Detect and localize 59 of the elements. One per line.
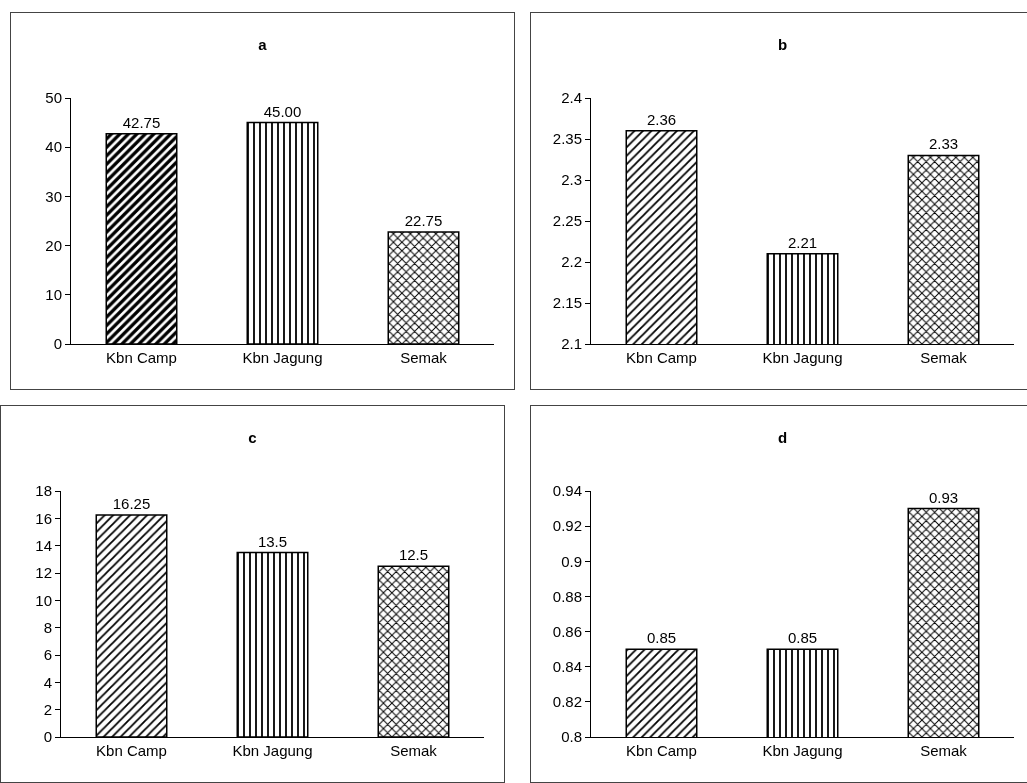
y-tick-label: 0.84 bbox=[552, 657, 582, 675]
y-tick-label: 0.88 bbox=[552, 587, 582, 605]
y-tick-label: 0.8 bbox=[561, 728, 582, 746]
y-tick-label: 12 bbox=[35, 564, 52, 582]
chart-title: a bbox=[258, 35, 268, 53]
chart-title: c bbox=[248, 428, 257, 446]
y-tick-label: 18 bbox=[35, 482, 52, 500]
data-label: 42.75 bbox=[122, 113, 161, 131]
data-label: 45.00 bbox=[263, 102, 302, 120]
y-tick-label: 0.94 bbox=[552, 482, 582, 500]
x-tick-label: Kbn Jagung bbox=[232, 742, 313, 759]
data-label: 22.75 bbox=[404, 212, 443, 230]
chart-title: d bbox=[777, 428, 788, 446]
data-label: 13.5 bbox=[257, 532, 288, 550]
y-tick-label: 0 bbox=[53, 335, 62, 353]
y-tick-label: 30 bbox=[45, 187, 62, 205]
y-tick-label: 16 bbox=[35, 509, 52, 527]
y-tick-label: 2.25 bbox=[552, 212, 582, 230]
y-tick-label: 2.2 bbox=[561, 253, 582, 271]
data-label: 0.85 bbox=[646, 629, 677, 647]
x-tick-label: Semak bbox=[920, 349, 968, 366]
x-tick-label: Kbn Jagung bbox=[762, 742, 843, 759]
data-label: 0.85 bbox=[787, 629, 818, 647]
x-tick-label: Kbn Camp bbox=[626, 349, 697, 366]
y-tick-label: 0 bbox=[43, 728, 52, 746]
y-tick-label: 10 bbox=[45, 286, 62, 304]
y-tick-label: 0.92 bbox=[552, 517, 582, 535]
x-tick-label: Semak bbox=[920, 742, 968, 759]
y-tick-label: 4 bbox=[43, 673, 52, 691]
y-tick-label: 2.4 bbox=[561, 89, 582, 107]
data-label: 2.36 bbox=[646, 110, 677, 128]
y-tick-label: 2.15 bbox=[552, 294, 582, 312]
y-tick-label: 8 bbox=[43, 618, 52, 636]
x-tick-label: Kbn Jagung bbox=[242, 349, 323, 366]
y-tick-label: 40 bbox=[45, 138, 62, 156]
x-tick-label: Kbn Camp bbox=[626, 742, 697, 759]
x-tick-label: Kbn Camp bbox=[96, 742, 167, 759]
x-tick-label: Semak bbox=[390, 742, 438, 759]
data-label: 2.33 bbox=[928, 135, 959, 153]
y-tick-label: 0.86 bbox=[552, 622, 582, 640]
y-tick-label: 0.82 bbox=[552, 693, 582, 711]
y-tick-label: 20 bbox=[45, 236, 62, 254]
y-tick-label: 2.35 bbox=[552, 130, 582, 148]
y-tick-label: 0.9 bbox=[561, 552, 582, 570]
x-tick-label: Kbn Camp bbox=[106, 349, 177, 366]
y-tick-label: 50 bbox=[45, 89, 62, 107]
data-label: 2.21 bbox=[787, 233, 818, 251]
data-label: 16.25 bbox=[112, 494, 151, 512]
y-tick-label: 2 bbox=[43, 700, 52, 718]
y-tick-label: 10 bbox=[35, 591, 52, 609]
y-tick-label: 6 bbox=[43, 646, 52, 664]
y-tick-label: 14 bbox=[35, 536, 52, 554]
y-tick-label: 2.1 bbox=[561, 335, 582, 353]
x-tick-label: Kbn Jagung bbox=[762, 349, 843, 366]
y-tick-label: 2.3 bbox=[561, 171, 582, 189]
x-tick-label: Semak bbox=[400, 349, 448, 366]
chart-title: b bbox=[777, 35, 788, 53]
data-label: 12.5 bbox=[398, 546, 429, 564]
data-label: 0.93 bbox=[928, 488, 959, 506]
